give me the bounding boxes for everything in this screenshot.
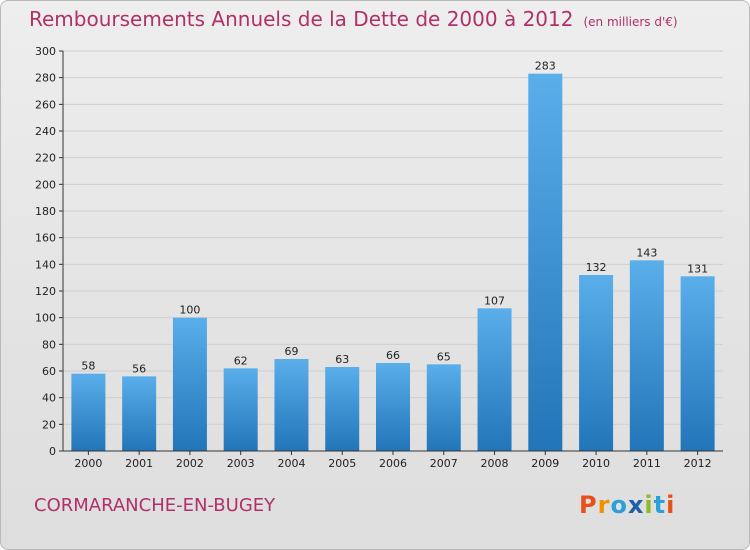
bar [528, 73, 563, 452]
y-tick-label: 40 [42, 392, 56, 405]
bar [71, 373, 106, 451]
bar [579, 275, 614, 451]
y-tick-label: 20 [42, 418, 56, 431]
y-tick-label: 160 [35, 232, 56, 245]
bar-value-label: 132 [586, 261, 607, 274]
x-tick-label: 2010 [582, 457, 610, 470]
logo-letter: x [627, 491, 645, 519]
bar [376, 363, 410, 451]
bar [477, 308, 512, 451]
bar [426, 364, 461, 451]
y-tick-label: 240 [35, 125, 56, 138]
logo-letter: t [653, 491, 667, 519]
bar-value-label: 69 [284, 345, 298, 358]
x-tick-label: 2011 [633, 457, 661, 470]
y-tick-label: 180 [35, 205, 56, 218]
bar [680, 276, 715, 451]
commune-name: CORMARANCHE-EN-BUGEY [34, 495, 276, 516]
bar [172, 317, 207, 451]
y-tick-label: 260 [35, 98, 56, 111]
y-tick-label: 220 [35, 152, 56, 165]
bar-value-label: 56 [132, 362, 146, 375]
bar-value-label: 131 [687, 262, 708, 275]
y-tick-label: 300 [35, 45, 56, 58]
bars [71, 73, 715, 452]
x-tick-label: 2001 [125, 457, 153, 470]
bar [223, 368, 258, 451]
x-tick-label: 2000 [74, 457, 102, 470]
bar [325, 367, 360, 451]
logo-letter: o [610, 491, 628, 519]
x-tick-label: 2009 [531, 457, 559, 470]
x-tick-label: 2006 [379, 457, 407, 470]
bar-value-label: 100 [179, 304, 200, 317]
y-tick-label: 80 [42, 338, 56, 351]
x-tick-label: 2012 [684, 457, 712, 470]
y-tick-label: 60 [42, 365, 56, 378]
logo-letter: r [597, 491, 611, 519]
y-tick-label: 120 [35, 285, 56, 298]
bar [274, 359, 309, 451]
axes [59, 50, 723, 455]
bar-value-label: 58 [81, 360, 95, 373]
bar-value-label: 143 [636, 246, 657, 259]
bar-value-label: 62 [234, 354, 248, 367]
y-tick-label: 140 [35, 258, 56, 271]
proxiti-logo: Proxiti [579, 491, 675, 519]
y-tick-label: 100 [35, 312, 56, 325]
chart-title-text: Remboursements Annuels de la Dette de 20… [29, 7, 574, 31]
x-tick-label: 2008 [481, 457, 509, 470]
logo-letter: i [644, 491, 654, 519]
bar [629, 260, 664, 451]
y-tick-label: 280 [35, 72, 56, 85]
logo-letter: i [666, 491, 676, 519]
bar-value-label: 283 [535, 60, 556, 73]
x-tick-label: 2003 [227, 457, 255, 470]
x-tick-label: 2002 [176, 457, 204, 470]
x-tick-label: 2007 [430, 457, 458, 470]
labels: 0 20 40 60 80 100 120 140 160 180 200 220 240 260 280 3… [35, 45, 712, 470]
logo-letter: P [579, 491, 598, 519]
bar-value-label: 63 [335, 353, 349, 366]
y-tick-label: 200 [35, 178, 56, 191]
bar-value-label: 65 [437, 350, 451, 363]
bar-value-label: 107 [484, 294, 505, 307]
x-tick-label: 2005 [328, 457, 356, 470]
chart-unit: (en milliers d'€) [583, 15, 678, 29]
x-tick-label: 2004 [277, 457, 305, 470]
chart-title: Remboursements Annuels de la Dette de 20… [29, 7, 678, 31]
bar-value-label: 66 [386, 349, 400, 362]
y-tick-label: 0 [49, 445, 56, 458]
bar [122, 376, 157, 451]
